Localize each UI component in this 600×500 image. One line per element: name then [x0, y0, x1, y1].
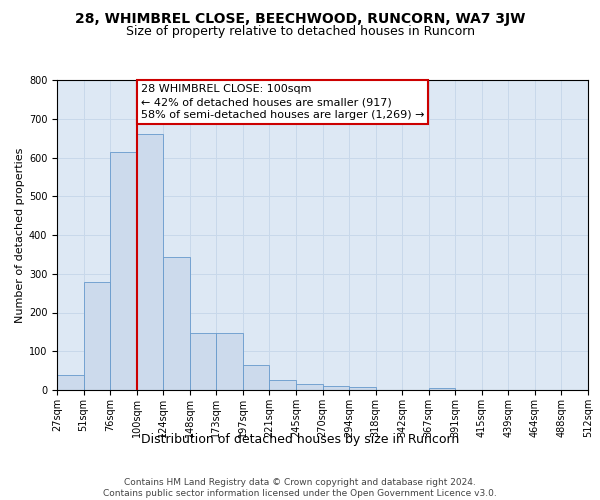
Text: Size of property relative to detached houses in Runcorn: Size of property relative to detached ho… — [125, 25, 475, 38]
Y-axis label: Number of detached properties: Number of detached properties — [14, 148, 25, 322]
Text: 28, WHIMBREL CLOSE, BEECHWOOD, RUNCORN, WA7 3JW: 28, WHIMBREL CLOSE, BEECHWOOD, RUNCORN, … — [75, 12, 525, 26]
Bar — [110, 152, 137, 390]
Bar — [57, 376, 83, 390]
Bar — [349, 387, 376, 390]
Bar — [428, 388, 455, 390]
Bar — [190, 333, 217, 390]
Bar — [323, 386, 349, 390]
Bar — [217, 333, 243, 390]
Bar — [137, 134, 163, 390]
Bar — [83, 282, 110, 390]
Text: Contains HM Land Registry data © Crown copyright and database right 2024.
Contai: Contains HM Land Registry data © Crown c… — [103, 478, 497, 498]
Bar — [296, 384, 323, 390]
Bar — [163, 257, 190, 390]
Bar — [269, 380, 296, 390]
Bar — [243, 365, 269, 390]
Text: Distribution of detached houses by size in Runcorn: Distribution of detached houses by size … — [141, 432, 459, 446]
Text: 28 WHIMBREL CLOSE: 100sqm
← 42% of detached houses are smaller (917)
58% of semi: 28 WHIMBREL CLOSE: 100sqm ← 42% of detac… — [140, 84, 424, 120]
